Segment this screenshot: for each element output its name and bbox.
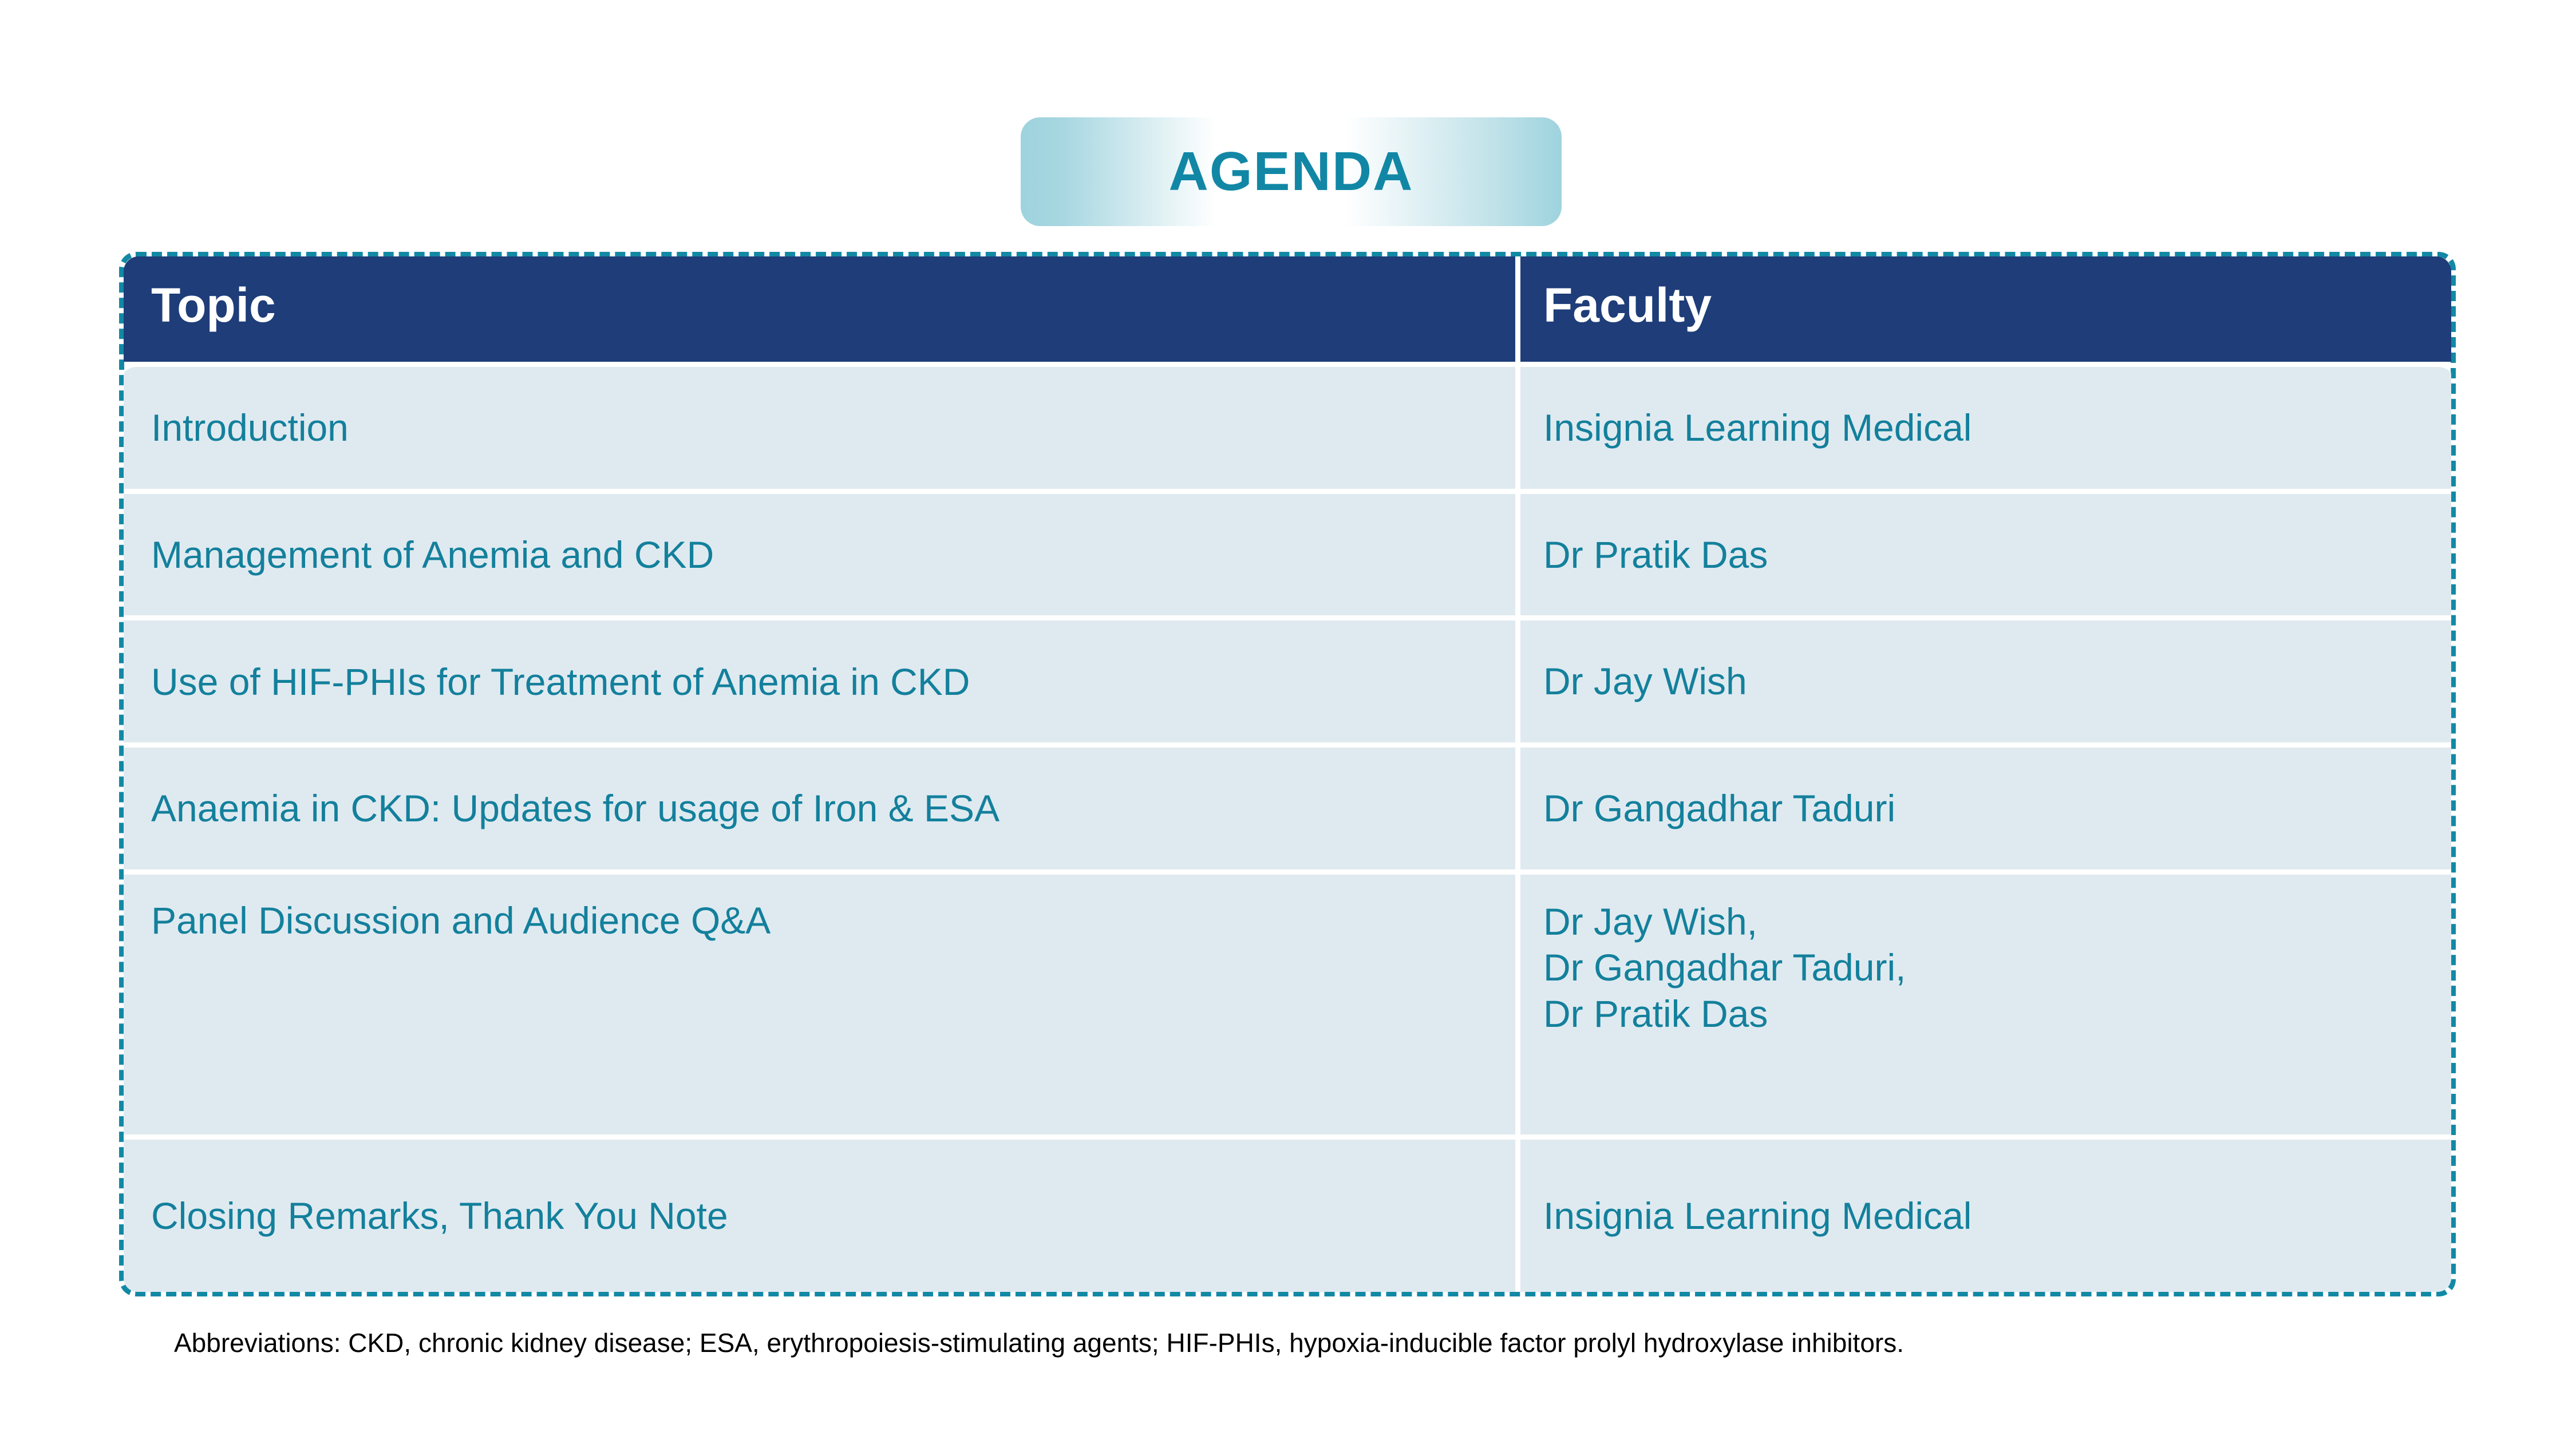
- column-header-faculty: Faculty: [1520, 256, 2451, 362]
- faculty-name: Insignia Learning Medical: [1543, 1194, 1972, 1237]
- faculty-cell: Insignia Learning Medical: [1520, 1134, 2451, 1292]
- topic-cell: Management of Anemia and CKD: [124, 488, 1520, 616]
- topic-cell: Closing Remarks, Thank You Note: [124, 1134, 1520, 1292]
- faculty-cell: Dr Jay Wish, Dr Gangadhar Taduri, Dr Pra…: [1520, 869, 2451, 1135]
- topic-cell: Introduction: [124, 362, 1520, 489]
- faculty-name: Dr Pratik Das: [1543, 992, 1768, 1035]
- table-row: Anaemia in CKD: Updates for usage of Iro…: [124, 742, 2451, 869]
- table-row: Panel Discussion and Audience Q&A Dr Jay…: [124, 869, 2451, 1135]
- table-row: Use of HIF-PHIs for Treatment of Anemia …: [124, 615, 2451, 742]
- table-row: Closing Remarks, Thank You Note Insignia…: [124, 1134, 2451, 1292]
- faculty-name: Dr Pratik Das: [1543, 533, 1768, 576]
- column-header-topic: Topic: [124, 256, 1520, 362]
- header-row: Topic Faculty: [124, 256, 2451, 362]
- abbreviations-footnote: Abbreviations: CKD, chronic kidney disea…: [174, 1328, 1905, 1358]
- agenda-table-header: Topic Faculty: [124, 256, 2451, 362]
- faculty-cell: Insignia Learning Medical: [1520, 362, 2451, 489]
- faculty-name: Dr Jay Wish: [1543, 660, 1747, 703]
- faculty-name: Insignia Learning Medical: [1543, 406, 1972, 449]
- faculty-cell: Dr Gangadhar Taduri: [1520, 742, 2451, 869]
- faculty-name: Dr Gangadhar Taduri,: [1543, 946, 1906, 989]
- agenda-banner: AGENDA: [1021, 117, 1562, 226]
- topic-cell: Use of HIF-PHIs for Treatment of Anemia …: [124, 615, 1520, 742]
- table-row: Management of Anemia and CKD Dr Pratik D…: [124, 488, 2451, 616]
- faculty-name: Dr Gangadhar Taduri: [1543, 786, 1896, 829]
- table-row: Introduction Insignia Learning Medical: [124, 362, 2451, 489]
- agenda-banner-title: AGENDA: [1168, 141, 1414, 202]
- faculty-name: Dr Jay Wish,: [1543, 900, 1758, 943]
- agenda-table: Topic Faculty Introduction Insignia Lear…: [124, 256, 2451, 1292]
- faculty-cell: Dr Pratik Das: [1520, 488, 2451, 616]
- faculty-cell: Dr Jay Wish: [1520, 615, 2451, 742]
- agenda-table-body: Introduction Insignia Learning Medical M…: [124, 362, 2451, 1292]
- topic-cell: Panel Discussion and Audience Q&A: [124, 869, 1520, 1135]
- topic-cell: Anaemia in CKD: Updates for usage of Iro…: [124, 742, 1520, 869]
- table-dashed-frame: [119, 252, 2456, 1296]
